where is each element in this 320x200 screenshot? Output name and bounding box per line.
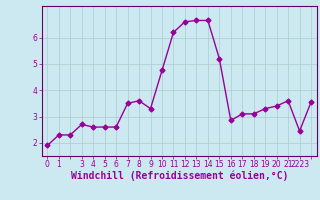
X-axis label: Windchill (Refroidissement éolien,°C): Windchill (Refroidissement éolien,°C) [70, 171, 288, 181]
